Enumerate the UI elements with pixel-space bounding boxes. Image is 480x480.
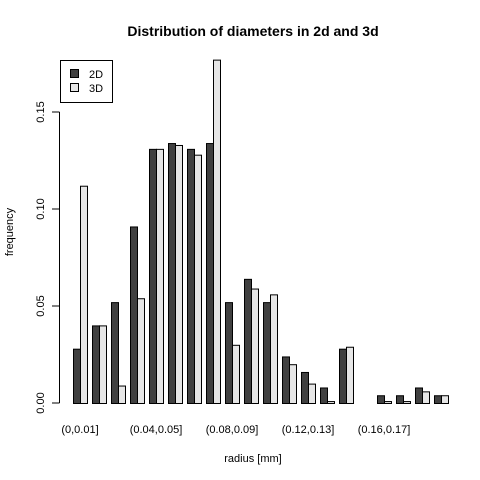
bar-2d-0	[73, 348, 81, 404]
bar-3d-4	[156, 148, 164, 404]
bar-3d-0	[80, 185, 88, 404]
legend-box	[60, 60, 113, 103]
y-tick-label-3: 0.15	[35, 101, 47, 122]
bar-2d-11	[282, 356, 290, 405]
bar-3d-10	[270, 294, 278, 404]
bar-3d-8	[232, 344, 240, 404]
x-tick-label-16: (0.16,0.17]	[358, 424, 411, 436]
y-tick-label-2: 0.10	[35, 198, 47, 219]
bar-3d-13	[327, 401, 335, 404]
legend-swatch-2d	[70, 69, 79, 78]
bar-2d-8	[225, 302, 233, 404]
bar-3d-9	[251, 288, 259, 405]
bar-2d-7	[206, 143, 214, 404]
bar-2d-4	[149, 148, 157, 404]
y-axis: 0.00 0.05 0.10 0.15	[35, 101, 60, 414]
bar-3d-12	[308, 383, 316, 405]
bar-2d-12	[301, 371, 309, 404]
bar-3d-19	[441, 395, 449, 404]
bar-2d-9	[244, 278, 252, 404]
bar-2d-6	[187, 148, 195, 404]
bar-3d-11	[289, 364, 297, 405]
bar-2d-16	[377, 395, 385, 404]
bar-3d-7	[213, 59, 221, 405]
legend-swatch-3d	[70, 83, 79, 92]
y-tick-label-1: 0.05	[35, 295, 47, 316]
bar-2d-10	[263, 302, 271, 404]
bar-3d-5	[175, 144, 183, 404]
bar-2d-5	[168, 143, 176, 404]
bar-2d-17	[396, 395, 404, 404]
bar-3d-6	[194, 154, 202, 404]
bar-3d-2	[118, 385, 126, 405]
bar-3d-18	[422, 391, 430, 404]
bar-2d-2	[111, 302, 119, 404]
bar-2d-13	[320, 387, 328, 405]
bars-group	[73, 59, 449, 405]
y-tick-label-0: 0.00	[35, 392, 47, 413]
x-tick-label-0: (0,0.01]	[61, 424, 98, 436]
bar-2d-18	[415, 387, 423, 405]
bar-3d-3	[137, 298, 145, 404]
chart-title: Distribution of diameters in 2d and 3d	[127, 23, 378, 39]
y-axis-label: frequency	[4, 207, 16, 256]
x-tick-label-4: (0.04,0.05]	[130, 424, 183, 436]
bar-2d-3	[130, 226, 138, 404]
bar-2d-1	[92, 325, 100, 404]
x-tick-label-8: (0.08,0.09]	[206, 424, 259, 436]
bar-2d-19	[434, 395, 442, 404]
legend-label-3d: 3D	[89, 83, 103, 95]
bar-2d-14	[339, 348, 347, 404]
bar-3d-14	[346, 346, 354, 404]
bar-3d-17	[403, 401, 411, 404]
x-axis-label: radius [mm]	[224, 453, 281, 465]
bar-3d-16	[384, 401, 392, 404]
legend-label-2d: 2D	[89, 69, 103, 81]
bar-3d-1	[99, 325, 107, 404]
x-axis-tick-labels: (0,0.01] (0.04,0.05] (0.08,0.09] (0.12,0.13…	[61, 424, 410, 436]
x-tick-label-12: (0.12,0.13]	[282, 424, 335, 436]
